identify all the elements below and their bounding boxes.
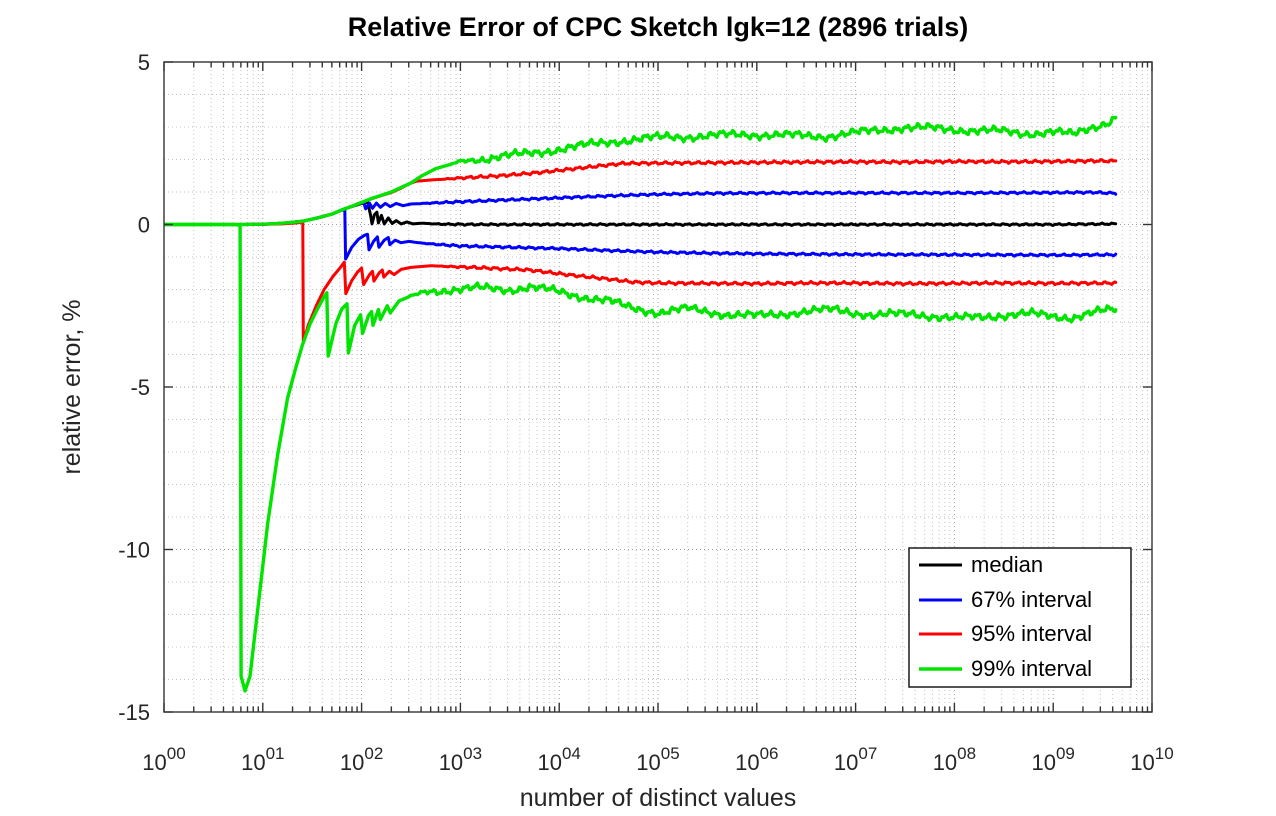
x-tick-label: 1009 xyxy=(1031,744,1074,775)
series-median-line xyxy=(164,200,1118,227)
y-tick-labels: 5 0 -5 -10 -15 xyxy=(118,50,150,725)
y-tick-label: -15 xyxy=(118,700,150,725)
legend-label-median: median xyxy=(971,552,1043,577)
legend-label-99-interval: 99% interval xyxy=(971,656,1092,681)
x-tick-label: 1003 xyxy=(439,744,482,775)
legend-item-median: median xyxy=(919,552,1043,577)
grid-major xyxy=(164,62,1152,712)
series-p67-lower-line xyxy=(164,208,1118,261)
series-p95-lower-line xyxy=(164,220,1118,344)
y-axis-label: relative error, % xyxy=(58,299,86,474)
x-tick-label: 1007 xyxy=(834,744,877,775)
chart-title: Relative Error of CPC Sketch lgk=12 (289… xyxy=(348,12,969,42)
legend-label-95-interval: 95% interval xyxy=(971,621,1092,646)
x-tick-label: 1010 xyxy=(1130,744,1173,775)
axis-box xyxy=(163,61,1153,713)
series-p99-upper-line xyxy=(164,115,1118,227)
series-lines xyxy=(164,115,1118,693)
y-tick-label: -5 xyxy=(130,375,150,400)
x-tick-label: 1000 xyxy=(142,744,185,775)
x-tick-label: 1001 xyxy=(241,744,284,775)
legend-box xyxy=(908,547,1132,688)
x-tick-label: 1008 xyxy=(933,744,976,775)
x-tick-labels: 1000 1001 1002 1003 1004 1005 1006 1007 1008 1009… xyxy=(142,744,1173,775)
series-p95-upper-line xyxy=(164,158,1118,226)
y-tick-label: 5 xyxy=(138,50,150,75)
legend: median 67% interval 95% interval 99% int… xyxy=(908,547,1132,688)
y-tick-label: -10 xyxy=(118,538,150,563)
x-tick-label: 1002 xyxy=(340,744,383,775)
legend-item-95-interval: 95% interval xyxy=(919,621,1092,646)
legend-label-67-interval: 67% interval xyxy=(971,587,1092,612)
y-tick-label: 0 xyxy=(138,213,150,238)
x-tick-label: 1004 xyxy=(537,744,580,775)
series-p99-lower-line xyxy=(164,222,1118,693)
x-axis-label: number of distinct values xyxy=(520,784,797,812)
legend-item-99-interval: 99% interval xyxy=(919,656,1092,681)
legend-item-67-interval: 67% interval xyxy=(919,587,1092,612)
x-tick-label: 1005 xyxy=(636,744,679,775)
x-tick-label: 1006 xyxy=(735,744,778,775)
series-p67-upper-line xyxy=(164,189,1118,226)
